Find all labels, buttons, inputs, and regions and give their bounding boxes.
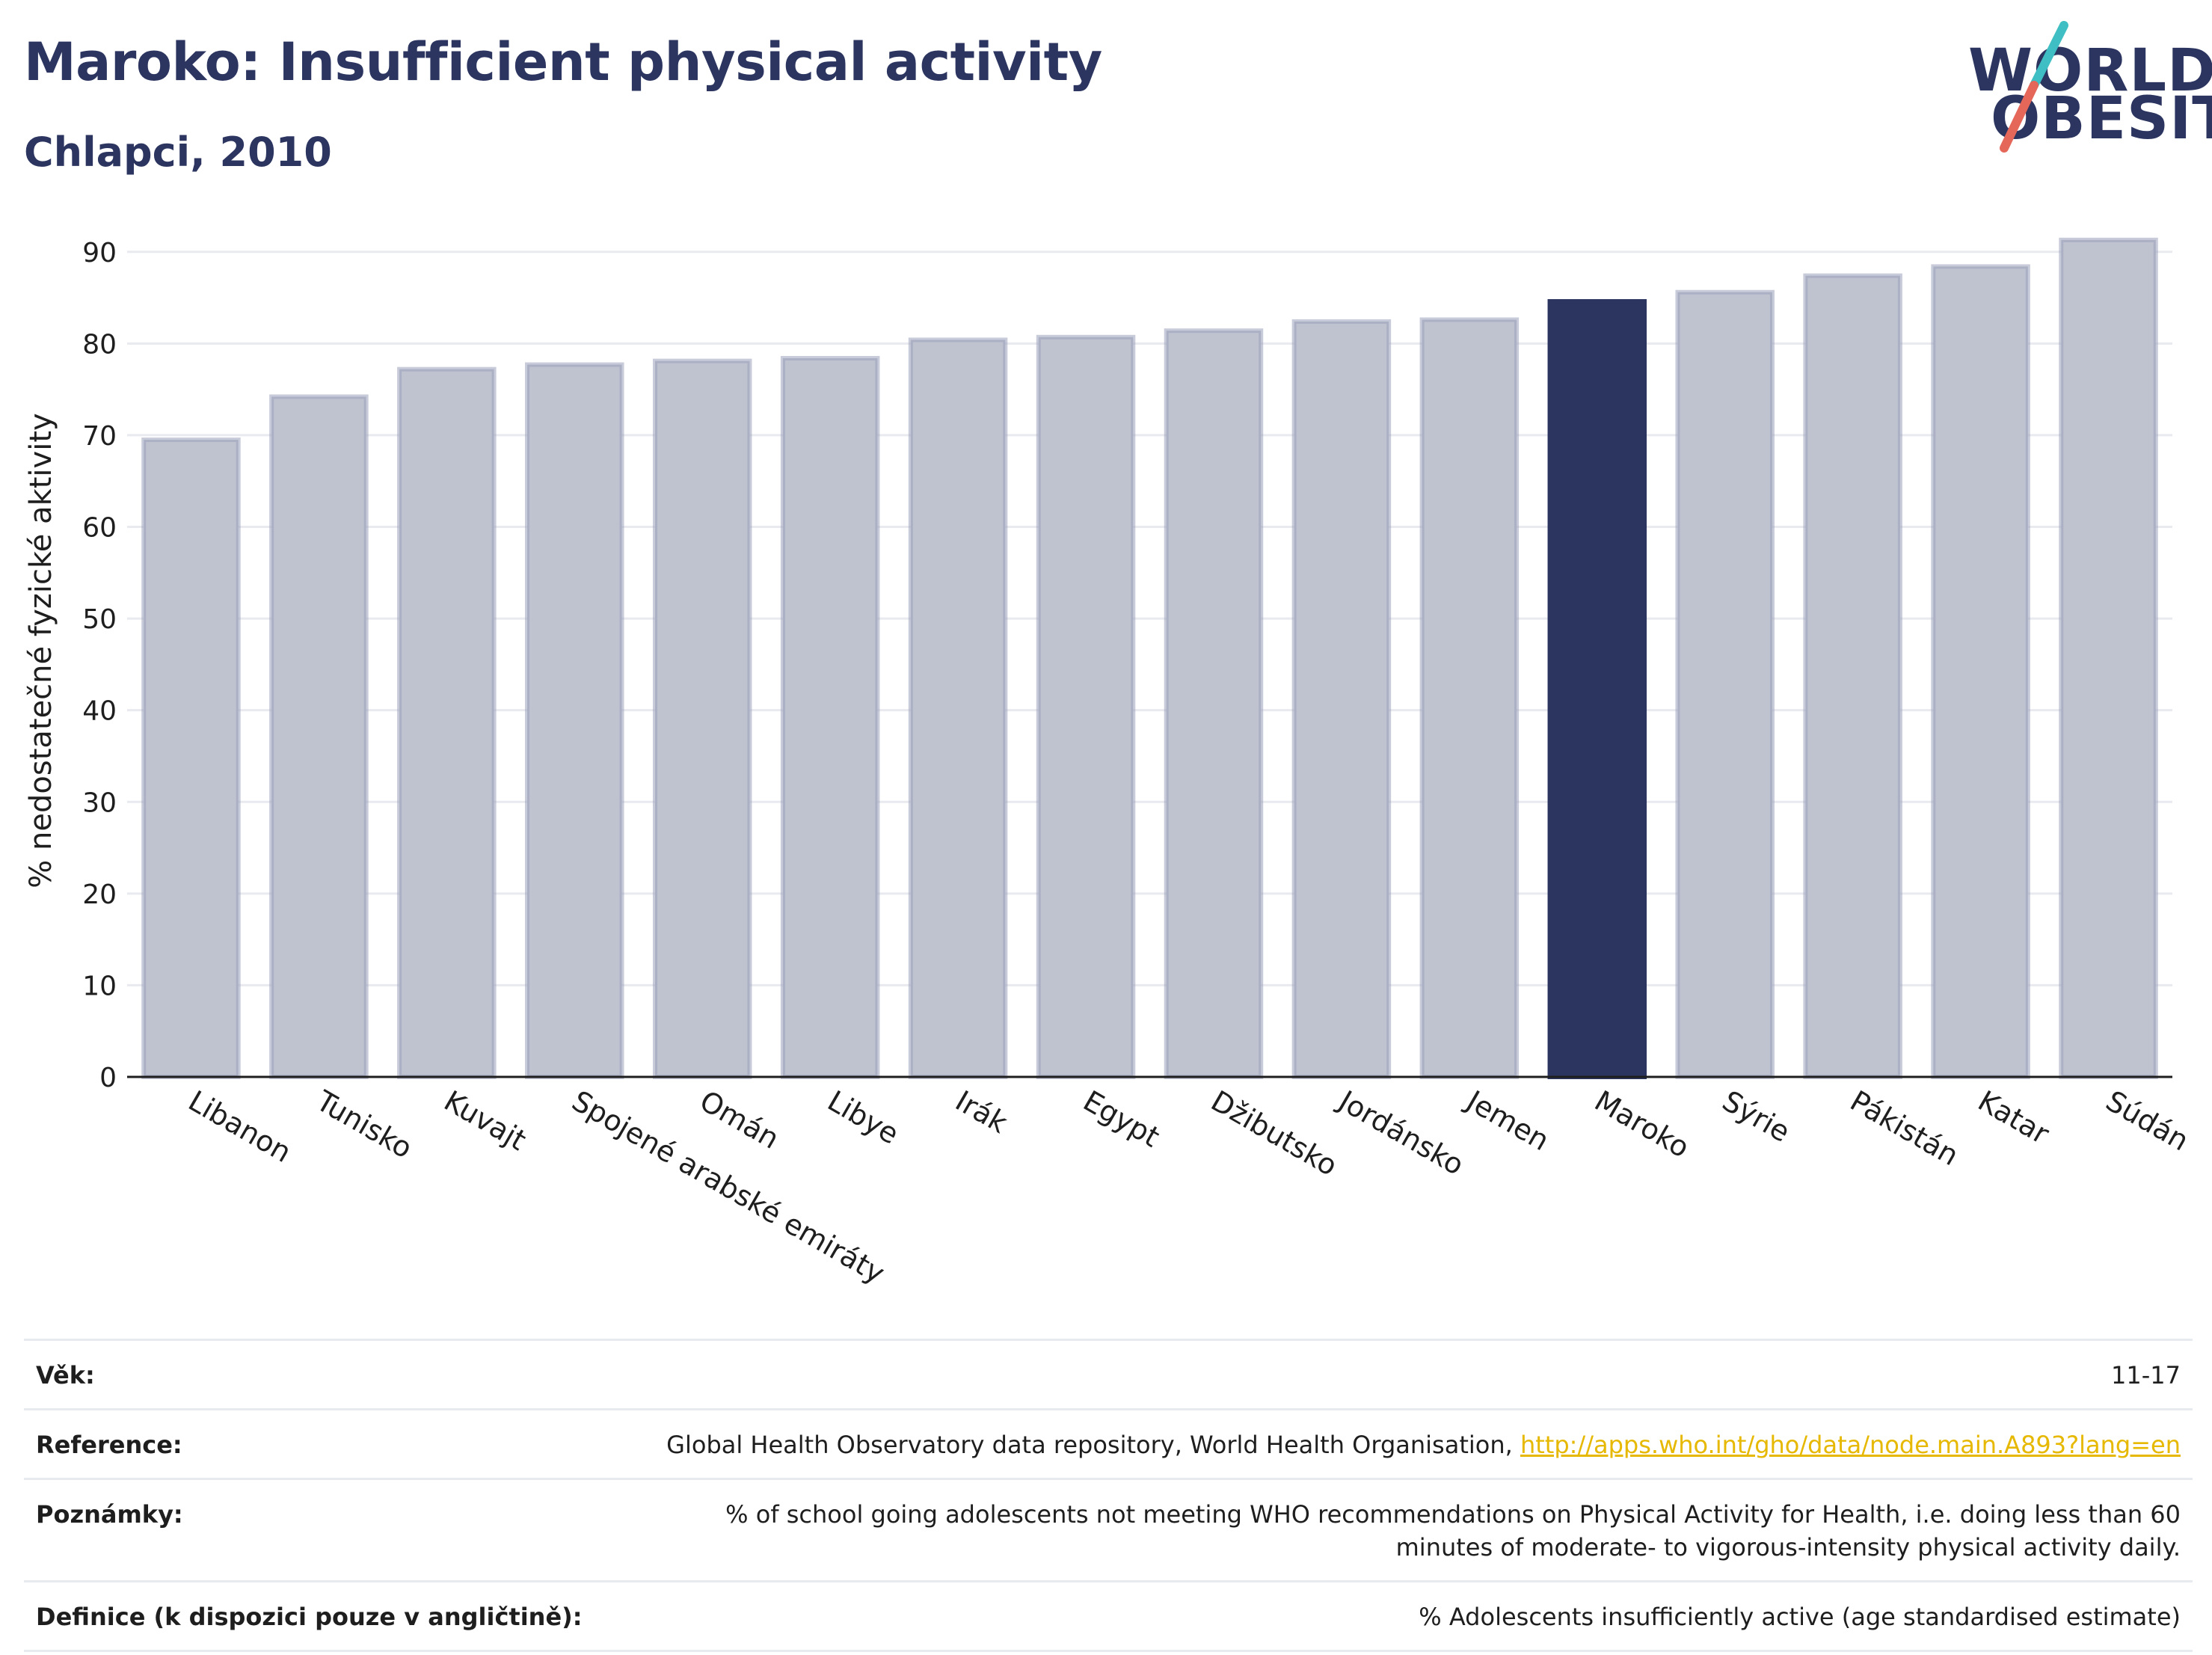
bar-jemen <box>1419 317 1520 1079</box>
chart-title: Maroko: Insufficient physical activity <box>24 31 1102 93</box>
x-tick-label: Jordánsko <box>1332 1084 1469 1182</box>
x-tick-label: Jemen <box>1460 1084 1555 1158</box>
logo-line-1: WORLD <box>1968 37 2212 105</box>
bar-súdán <box>2059 237 2158 1079</box>
bar-sýrie <box>1675 289 1775 1079</box>
reference-text: Global Health Observatory data repositor… <box>666 1431 1520 1459</box>
y-tick-label: 50 <box>82 604 117 635</box>
footer-row-reference: Reference: Global Health Observatory dat… <box>24 1408 2193 1478</box>
footer-row-definition: Definice (k dispozici pouze v angličtině… <box>24 1580 2193 1652</box>
chart-subtitle: Chlapci, 2010 <box>24 129 332 176</box>
x-tick-label: Libanon <box>183 1084 297 1169</box>
bar-libanon <box>141 437 241 1079</box>
footer-row-notes: Poznámky: % of school going adolescents … <box>24 1478 2193 1580</box>
reference-link[interactable]: http://apps.who.int/gho/data/node.main.A… <box>1520 1431 2181 1459</box>
bar-tunisko <box>269 394 369 1079</box>
footer-label: Definice (k dispozici pouze v angličtině… <box>36 1603 583 1631</box>
y-tick-label: 40 <box>82 696 117 727</box>
bar-egypt <box>1036 334 1136 1080</box>
y-tick-label: 10 <box>82 971 117 1001</box>
y-tick-label: 30 <box>82 787 117 818</box>
y-tick-label: 80 <box>82 329 117 360</box>
bar-pákistán <box>1803 273 1902 1080</box>
y-tick-label: 0 <box>99 1063 117 1093</box>
bar-jordánsko <box>1291 319 1392 1079</box>
y-axis-label: % nedostatečné fyzické aktivity <box>24 413 58 888</box>
bar-džibutsko <box>1164 328 1264 1079</box>
bar-kuvajt <box>397 366 497 1079</box>
footer-value: 11-17 <box>2111 1361 2181 1390</box>
footer-value: % Adolescents insufficiently active (age… <box>1419 1603 2181 1631</box>
x-tick-label: Džibutsko <box>1205 1084 1343 1182</box>
bar-katar <box>1931 264 2030 1080</box>
bar-maroko <box>1547 298 1647 1079</box>
x-tick-label: Maroko <box>1589 1084 1695 1164</box>
footer-label: Poznámky: <box>36 1500 183 1529</box>
bar-irák <box>908 337 1008 1080</box>
bar-libye <box>780 355 880 1080</box>
world-obesity-logo: WORLD OBESITY <box>1952 21 2212 163</box>
x-tick-label: Irák <box>950 1084 1013 1140</box>
footer-label: Reference: <box>36 1431 182 1459</box>
metadata-footer: Věk: 11-17 Reference: Global Health Obse… <box>24 1339 2193 1652</box>
bar-chart: 0 10 20 30 40 50 60 70 80 90 % nedostatečné fyzick… <box>24 237 2195 1290</box>
logo-slash-icon <box>2000 21 2068 153</box>
x-tick-label: Pákistán <box>1845 1084 1964 1173</box>
footer-label: Věk: <box>36 1361 95 1390</box>
x-tick-label: Sýrie <box>1717 1084 1795 1149</box>
x-tick-label: Egypt <box>1078 1084 1165 1154</box>
bar-omán <box>652 358 752 1080</box>
x-tick-label: Kuvajt <box>439 1084 532 1157</box>
x-tick-label: Súdán <box>2101 1084 2195 1158</box>
x-tick-label: Katar <box>1973 1084 2055 1151</box>
footer-value: % of school going adolescents not meetin… <box>725 1500 2181 1562</box>
bar-spojené-arabské-emiráty <box>525 362 624 1079</box>
footer-row-age: Věk: 11-17 <box>24 1339 2193 1408</box>
x-tick-label: Libye <box>822 1084 904 1151</box>
y-tick-label: 90 <box>82 238 117 268</box>
y-tick-label: 70 <box>82 421 117 452</box>
x-tick-label: Omán <box>694 1084 784 1155</box>
footer-value: Global Health Observatory data repositor… <box>666 1428 2181 1461</box>
y-tick-label: 20 <box>82 879 117 910</box>
y-tick-label: 60 <box>82 513 117 544</box>
x-tick-label: Tunisko <box>310 1084 418 1165</box>
